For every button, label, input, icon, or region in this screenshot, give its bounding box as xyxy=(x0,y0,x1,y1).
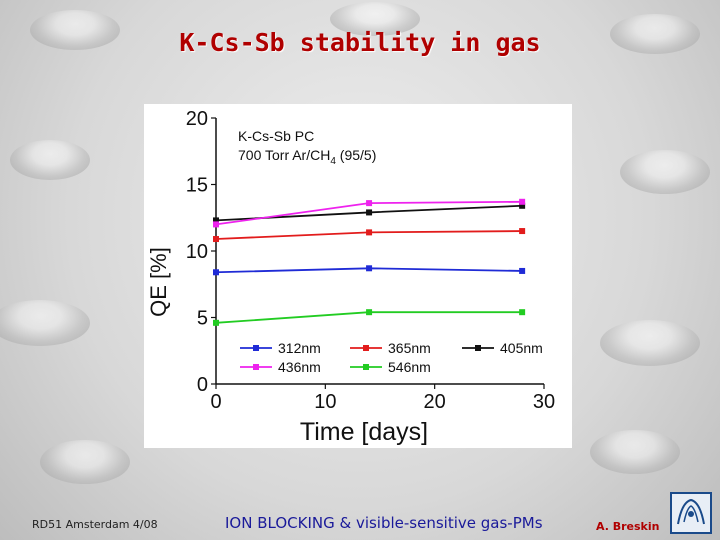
footer-talk-title: ION BLOCKING & visible-sensitive gas-PMs xyxy=(225,514,543,532)
legend-marker-312nm xyxy=(253,345,259,351)
annotation-subscript: 4 xyxy=(330,156,336,167)
background-hole xyxy=(330,2,420,36)
background-hole xyxy=(40,440,130,484)
chart-annotation-line2: 700 Torr Ar/CH4 (95/5) xyxy=(238,147,376,167)
background-hole xyxy=(610,14,700,54)
data-point-365nm xyxy=(366,229,373,236)
qe-stability-chart: 0 5 10 15 20 0 10 20 30 K-Cs-Sb PC 700 Torr Ar/C… xyxy=(146,108,555,446)
institute-logo xyxy=(670,492,712,534)
x-tick-label: 10 xyxy=(314,391,336,413)
data-point-405nm xyxy=(213,217,219,224)
data-point-365nm xyxy=(519,228,526,235)
data-point-312nm xyxy=(366,265,373,272)
legend-marker-546nm xyxy=(363,364,369,370)
legend-label-436nm: 436nm xyxy=(278,359,321,375)
chart-panel: 0 5 10 15 20 0 10 20 30 K-Cs-Sb PC 700 Torr Ar/C… xyxy=(144,104,572,448)
legend-marker-365nm xyxy=(363,345,369,351)
data-point-365nm xyxy=(213,236,219,243)
background-hole xyxy=(10,140,90,180)
y-tick-label: 10 xyxy=(186,241,208,263)
legend-marker-405nm xyxy=(475,345,481,351)
background-hole xyxy=(600,320,700,366)
y-axis-label: QE [%] xyxy=(146,247,171,317)
y-tick-label: 20 xyxy=(186,108,208,130)
legend-marker-436nm xyxy=(253,364,259,370)
annotation-mix: (95/5) xyxy=(336,147,376,163)
legend-label-405nm: 405nm xyxy=(500,340,543,356)
data-point-405nm xyxy=(366,209,373,216)
series-lines xyxy=(213,198,526,326)
footer-author: A. Breskin xyxy=(596,520,660,533)
annotation-gas: 700 Torr Ar/CH xyxy=(238,147,330,163)
legend-label-546nm: 546nm xyxy=(388,359,431,375)
slide-title: K-Cs-Sb stability in gas xyxy=(179,28,541,57)
background-hole xyxy=(30,10,120,50)
background-hole xyxy=(0,300,90,346)
data-point-436nm xyxy=(366,200,373,207)
x-axis-label: Time [days] xyxy=(300,418,428,446)
data-point-312nm xyxy=(519,267,526,274)
axes: 0 5 10 15 20 0 10 20 30 xyxy=(186,108,555,413)
legend-label-312nm: 312nm xyxy=(278,340,321,356)
y-tick-label: 15 xyxy=(186,175,208,197)
footer-event: RD51 Amsterdam 4/08 xyxy=(32,518,158,531)
background-hole xyxy=(590,430,680,474)
data-point-436nm xyxy=(213,221,219,228)
x-tick-label: 0 xyxy=(210,391,221,413)
y-tick-label: 5 xyxy=(197,308,208,330)
legend-label-365nm: 365nm xyxy=(388,340,431,356)
legend: 312nm 365nm 405nm 436nm 546nm xyxy=(240,340,543,375)
logo-icon xyxy=(677,498,705,525)
data-point-546nm xyxy=(519,309,526,316)
data-point-312nm xyxy=(213,269,219,276)
x-tick-label: 20 xyxy=(424,391,446,413)
chart-annotation-line1: K-Cs-Sb PC xyxy=(238,128,314,144)
data-point-436nm xyxy=(519,198,526,205)
data-point-546nm xyxy=(366,309,373,316)
data-point-546nm xyxy=(213,319,219,326)
data-point-405nm xyxy=(519,202,526,209)
background-hole xyxy=(620,150,710,194)
y-tick-label: 0 xyxy=(197,374,208,396)
x-tick-label: 30 xyxy=(533,391,555,413)
